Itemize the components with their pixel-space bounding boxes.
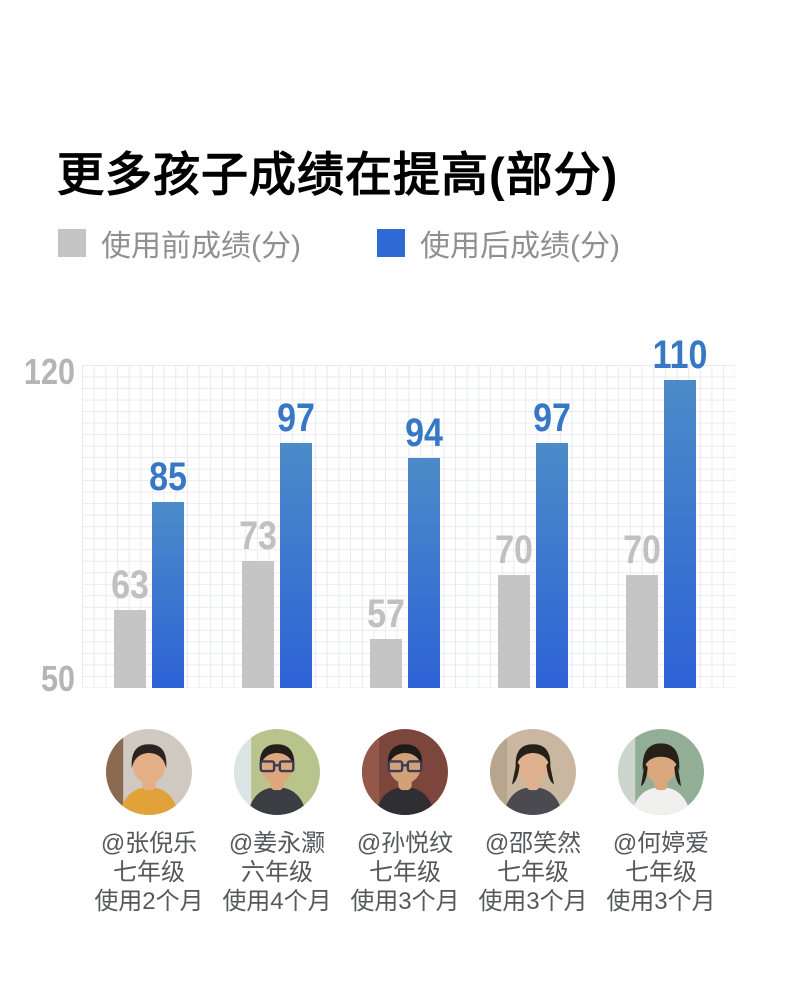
- legend-item-before: 使用前成绩(分): [58, 228, 301, 263]
- student-card: @邵笑然 七年级 使用3个月: [458, 729, 608, 916]
- student-handle: @姜永灏: [228, 830, 326, 857]
- girl-photo: [490, 729, 576, 815]
- student-usage-duration: 使用3个月: [350, 888, 460, 915]
- student-card: @张倪乐 七年级 使用2个月: [74, 729, 224, 916]
- legend-after-swatch: [377, 229, 405, 257]
- legend-before-swatch: [58, 229, 86, 257]
- student-handle: @张倪乐: [100, 830, 198, 857]
- student-usage-duration: 使用3个月: [478, 888, 588, 915]
- student-card: @姜永灏 六年级 使用4个月: [202, 729, 352, 916]
- student-grade: 七年级: [497, 859, 569, 886]
- boy-photo: [106, 729, 192, 815]
- student-grade: 七年级: [625, 859, 697, 886]
- legend-item-after: 使用后成绩(分): [377, 228, 620, 263]
- page-title: 更多孩子成绩在提高(部分): [57, 148, 619, 201]
- student-card: @孙悦纹 七年级 使用3个月: [330, 729, 480, 916]
- chart-legend: 使用前成绩(分) 使用后成绩(分): [0, 228, 790, 263]
- student-grade: 六年级: [241, 859, 313, 886]
- student-handle: @何婷爱: [612, 830, 710, 857]
- girl-bangs-photo: [618, 729, 704, 815]
- student-handle: @孙悦纹: [356, 830, 454, 857]
- student-grade: 七年级: [113, 859, 185, 886]
- boy-glasses-photo: [362, 729, 448, 815]
- student-card: @何婷爱 七年级 使用3个月: [586, 729, 736, 916]
- legend-after-label: 使用后成绩(分): [420, 230, 620, 263]
- boy-glasses-photo: [234, 729, 320, 815]
- legend-before-label: 使用前成绩(分): [101, 230, 301, 263]
- student-usage-duration: 使用4个月: [222, 888, 332, 915]
- student-handle: @邵笑然: [484, 830, 582, 857]
- student-usage-duration: 使用2个月: [94, 888, 204, 915]
- student-usage-duration: 使用3个月: [606, 888, 716, 915]
- student-grade: 七年级: [369, 859, 441, 886]
